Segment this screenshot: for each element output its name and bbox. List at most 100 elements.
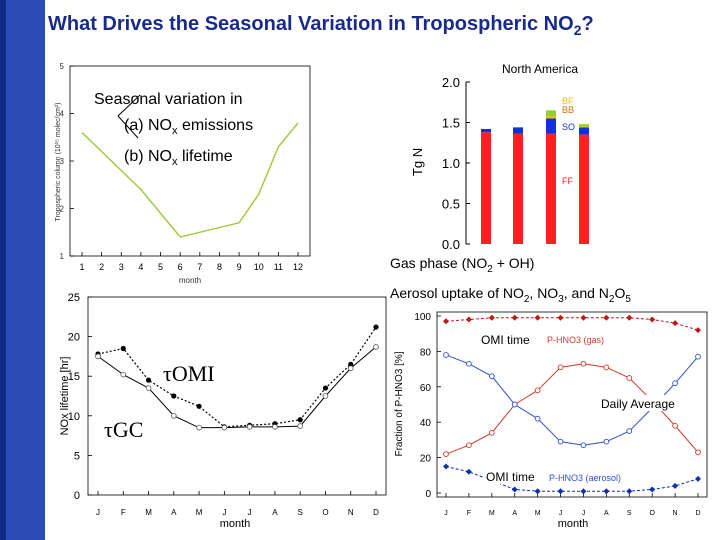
phno3-point-diamond: [465, 468, 472, 475]
omi-time-bottom-label: OMI time: [486, 470, 535, 484]
phno3-fraction-chart: 0 20 40 60 80 100 J F M A M J J A S O N D Fraction of P-…: [394, 311, 708, 530]
tropcol-xtick-label: 3: [119, 262, 124, 272]
lifetime-ytick-label: 25: [68, 292, 80, 304]
tropcol-ytick-label: 5: [60, 62, 65, 71]
tropcol-ytick-label: 4: [60, 110, 65, 119]
omi-time-top-bg: [478, 331, 542, 347]
na-ytick-label: 1.5: [442, 116, 460, 131]
tau-gc-point: [145, 385, 152, 391]
tau-omi-point: [297, 417, 303, 423]
phno3-ytick-label: 20: [420, 454, 432, 465]
tau-gc-points: [95, 344, 379, 431]
tau-gc-point: [95, 353, 101, 360]
na-bar-so: [579, 127, 589, 135]
phno3-point-circle: [466, 442, 472, 449]
tau-gc-point: [171, 412, 177, 419]
phno3-point-circle: [534, 415, 541, 422]
tropcol-ytick-label: 3: [60, 157, 65, 166]
phno3-ytick-label: 40: [420, 418, 432, 429]
na-bar-ff: [481, 132, 491, 244]
lifetime-ytick-label: 5: [74, 450, 80, 462]
phno3-point-diamond: [534, 314, 541, 321]
annotation-pointer-b: [117, 115, 139, 139]
na-title: North America: [502, 62, 578, 76]
tropcol-xtick-label: 11: [274, 262, 283, 272]
lifetime-ytick-label: 15: [68, 371, 80, 383]
phno3-ylabel: Fraction of P-HNO3 [%]: [394, 351, 405, 456]
tropcol-xticks: 1 2 3 4 5 6 7 8 9 10 11 12: [79, 252, 303, 272]
phno3-point-diamond: [580, 314, 587, 321]
lifetime-xtick-label: S: [298, 508, 303, 517]
tropcol-xtick-label: 8: [217, 262, 222, 272]
phno3-point-diamond: [557, 488, 564, 495]
annotation-line-2: (a) NOx emissions: [124, 117, 253, 137]
tau-omi-line: [97, 326, 377, 428]
lifetime-ytick-label: 20: [68, 332, 80, 344]
tropcol-ytick-label: 1: [60, 252, 65, 261]
annotation-line-3: (b) NOx lifetime: [124, 148, 233, 168]
tau-omi-point: [373, 324, 379, 330]
p-hno3-gas-label: P-HNO3 (gas): [547, 335, 604, 345]
na-bar-ff: [546, 133, 556, 244]
phno3-point-diamond: [649, 486, 656, 493]
phno3-point-circle: [488, 429, 495, 436]
na-bar-so: [481, 128, 491, 133]
phno3-point-diamond: [557, 314, 564, 321]
phno3-point-diamond: [626, 314, 633, 321]
phno3-points: [443, 314, 701, 495]
phno3-point-diamond: [649, 316, 656, 323]
phno3-axes-frame: [436, 311, 708, 498]
phno3-point-circle: [695, 449, 701, 456]
phno3-xtick-label: M: [535, 510, 541, 517]
lifetime-xtick-label: A: [272, 508, 278, 517]
na-label-so: SO: [562, 122, 575, 132]
phno3-point-circle: [534, 387, 541, 394]
na-bar-bf: [579, 124, 589, 127]
tropcol-xlabel: month: [179, 276, 201, 285]
lifetime-axes-frame: [87, 296, 387, 496]
left-accent-bar: [0, 0, 45, 540]
na-label-ff: FF: [562, 176, 573, 186]
na-ytick-label: 1.0: [442, 156, 460, 171]
slide-title: What Drives the Seasonal Variation in Tr…: [48, 13, 594, 38]
phno3-xtick-label: A: [512, 510, 517, 517]
tau-omi-label: τOMI: [163, 361, 215, 386]
na-ytick-label: 0.0: [442, 237, 460, 252]
phno3-point-circle: [488, 373, 495, 380]
lifetime-ylabel: NOx lifetime [hr]: [59, 357, 71, 436]
phno3-ytick-label: 0: [425, 489, 431, 500]
phno3-point-diamond: [626, 488, 633, 495]
tropcol-xtick-label: 4: [138, 262, 143, 272]
phno3-point-circle: [695, 353, 701, 360]
omi-time-bottom-bg: [483, 468, 545, 484]
lifetime-yticks: 0 5 10 15 20 25: [68, 292, 92, 502]
na-title-bg: [472, 64, 552, 76]
na-yticks: 0.0 0.5 1.0 1.5 2.0: [442, 75, 470, 252]
phno3-point-diamond: [511, 314, 518, 321]
lifetime-ytick-label: 10: [68, 411, 80, 423]
na-bar-bb: [546, 116, 556, 119]
phno3-point-diamond: [443, 463, 449, 470]
phno3-xtick-label: J: [582, 510, 586, 517]
na-ylabel: Tg N: [410, 148, 425, 176]
phno3-yticks: 0 20 40 60 80 100: [414, 312, 441, 500]
phno3-point-circle: [580, 442, 587, 449]
tau-gc-point: [272, 424, 278, 430]
tau-gc-line: [97, 346, 377, 429]
na-ytick-label: 0.5: [442, 197, 460, 212]
left-accent-edge: [0, 0, 6, 540]
phno3-point-circle: [672, 422, 678, 429]
phno3-point-diamond: [672, 320, 679, 327]
mechanism-aerosol-uptake: Aerosol uptake of NO2, NO3, and N2O5: [390, 285, 631, 305]
lifetime-xtick-label: M: [196, 508, 203, 517]
phno3-xtick-label: A: [604, 510, 609, 517]
phno3-point-circle: [443, 451, 449, 457]
phno3-point-diamond: [511, 486, 518, 493]
phno3-xtick-label: M: [489, 510, 495, 517]
tropcol-series-line: [81, 122, 299, 238]
phno3-xtick-label: J: [559, 510, 563, 517]
mechanism-gas-phase: Gas phase (NO2 + OH): [390, 255, 534, 275]
annotation-pointer-a: [117, 94, 141, 117]
